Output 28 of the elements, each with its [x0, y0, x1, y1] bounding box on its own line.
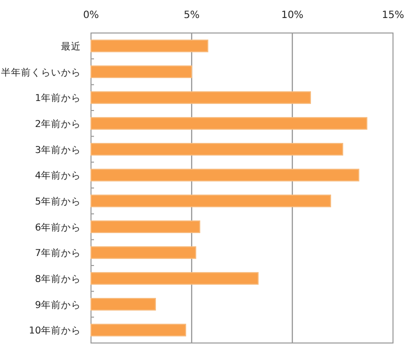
x-tick-label: 5%	[184, 10, 200, 21]
y-tick-label: 1年前から	[34, 92, 81, 104]
y-tick-label: 5年前から	[34, 195, 81, 208]
bar	[90, 194, 332, 208]
y-tick-label: 2年前から	[34, 118, 81, 130]
y-tick-label: 6年前から	[34, 221, 81, 234]
bar	[90, 142, 344, 156]
y-tick-label: 9年前から	[34, 298, 81, 311]
y-tick-label: 最近	[61, 40, 81, 52]
bar	[90, 91, 311, 104]
y-tick-label: 3年前から	[34, 144, 81, 156]
bar	[90, 272, 259, 285]
y-tick-label: 10年前から	[28, 324, 81, 337]
bar	[90, 168, 360, 182]
x-tick-label: 10%	[281, 10, 304, 21]
y-tick-label: 8年前から	[34, 272, 81, 285]
x-tick-label: 15%	[382, 10, 404, 21]
x-tick-label: 0%	[83, 10, 99, 21]
bar	[90, 117, 368, 130]
y-tick-label: 4年前から	[34, 170, 81, 182]
y-tick-label: 7年前から	[34, 247, 81, 260]
bar	[90, 40, 208, 52]
bar	[90, 65, 192, 78]
bar	[90, 220, 200, 234]
y-tick-label: 半年前くらいから	[1, 66, 81, 78]
bar	[90, 246, 196, 259]
bar	[90, 298, 156, 311]
bar	[90, 324, 186, 336]
